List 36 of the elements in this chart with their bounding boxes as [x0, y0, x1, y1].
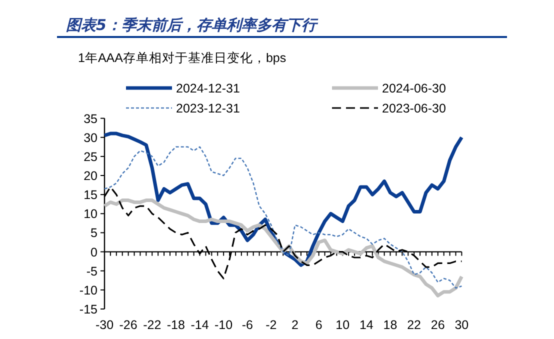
x-tick-label: 26	[430, 318, 445, 332]
x-tick-label: 6	[315, 318, 322, 332]
y-tick-label: 25	[84, 150, 98, 164]
chart-title: 图表5：季末前后，存单利率多有下行	[66, 16, 318, 34]
x-tick-label: -30	[95, 318, 114, 332]
x-tick-label: 30	[454, 318, 469, 332]
line-series	[104, 146, 462, 289]
y-tick-label: 10	[84, 207, 98, 222]
x-tick-label: -14	[190, 318, 209, 332]
y-tick-label: 5	[90, 226, 98, 240]
legend-label: 2023-06-30	[382, 102, 446, 116]
x-tick-label: 10	[336, 318, 350, 332]
x-tick-label: -2	[266, 318, 277, 332]
legend-label: 2024-12-31	[176, 82, 240, 96]
x-tick-label: 14	[359, 318, 374, 332]
x-tick-label: 22	[407, 318, 422, 332]
y-tick-label: 0	[90, 245, 98, 260]
y-tick-label: 20	[84, 169, 98, 184]
y-tick-label: 30	[84, 130, 98, 145]
chart-subtitle: 1年AAA存单相对于基准日变化，bps	[78, 51, 286, 65]
line-series	[102, 198, 464, 298]
x-tick-label: 2	[292, 318, 299, 332]
y-tick-label: -15	[79, 302, 98, 316]
y-tick-label: -10	[79, 283, 98, 298]
x-tick-label: -6	[242, 318, 253, 332]
y-tick-label: 35	[84, 112, 98, 126]
x-tick-label: -26	[119, 318, 138, 332]
x-tick-label: -18	[166, 318, 186, 332]
y-tick-label: -5	[86, 264, 98, 278]
legend-label: 2023-12-31	[176, 102, 240, 116]
x-tick-label: -10	[214, 318, 233, 332]
x-tick-label: -22	[143, 318, 162, 332]
legend-label: 2024-06-30	[382, 82, 446, 96]
x-tick-label: 18	[383, 318, 398, 332]
line-series	[102, 132, 464, 267]
y-tick-label: 15	[84, 188, 98, 202]
